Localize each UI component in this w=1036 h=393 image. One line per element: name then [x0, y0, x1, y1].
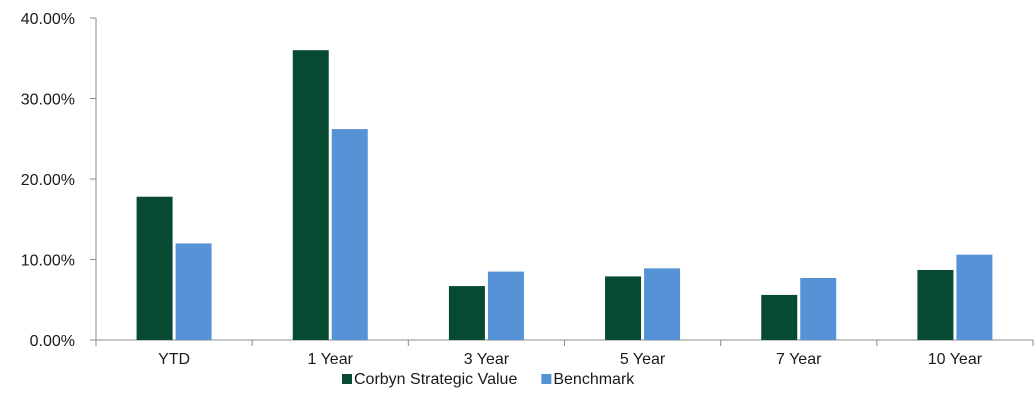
y-tick-label: 40.00%: [21, 11, 75, 28]
y-tick-label: 0.00%: [30, 333, 75, 350]
x-tick-label: 10 Year: [928, 351, 983, 368]
bar-corbyn-strategic-value: [605, 276, 642, 340]
x-tick-label: 5 Year: [620, 351, 666, 368]
bars: [136, 50, 993, 340]
y-tick-label: 30.00%: [21, 92, 75, 109]
y-axis: 0.00% 10.00% 20.00% 30.00% 40.00%: [21, 11, 97, 350]
bar-benchmark: [956, 254, 993, 340]
bar-benchmark: [331, 129, 368, 340]
bar-benchmark: [175, 243, 212, 340]
bar-benchmark: [644, 268, 681, 340]
y-tick-label: 10.00%: [21, 253, 75, 270]
bar-benchmark: [487, 271, 524, 340]
bar-corbyn-strategic-value: [917, 269, 954, 340]
x-axis: YTD 1 Year 3 Year 5 Year 7 Year 10 Year: [95, 339, 1034, 368]
legend-label-corbyn-strategic-value: Corbyn Strategic Value: [354, 371, 517, 388]
x-tick-label: 1 Year: [308, 351, 354, 368]
bar-corbyn-strategic-value: [448, 286, 485, 340]
bar-corbyn-strategic-value: [136, 196, 173, 340]
x-tick-label: 7 Year: [776, 351, 822, 368]
bar-corbyn-strategic-value: [761, 294, 798, 340]
legend: Corbyn Strategic Value Benchmark: [342, 371, 635, 388]
x-tick-label: 3 Year: [464, 351, 510, 368]
bar-benchmark: [800, 278, 837, 340]
legend-label-benchmark: Benchmark: [553, 371, 635, 388]
bar-corbyn-strategic-value: [292, 50, 329, 340]
x-tick-label: YTD: [158, 351, 190, 368]
legend-swatch-corbyn-strategic-value: [342, 374, 352, 384]
legend-swatch-benchmark: [541, 374, 552, 384]
y-tick-label: 20.00%: [21, 172, 75, 189]
